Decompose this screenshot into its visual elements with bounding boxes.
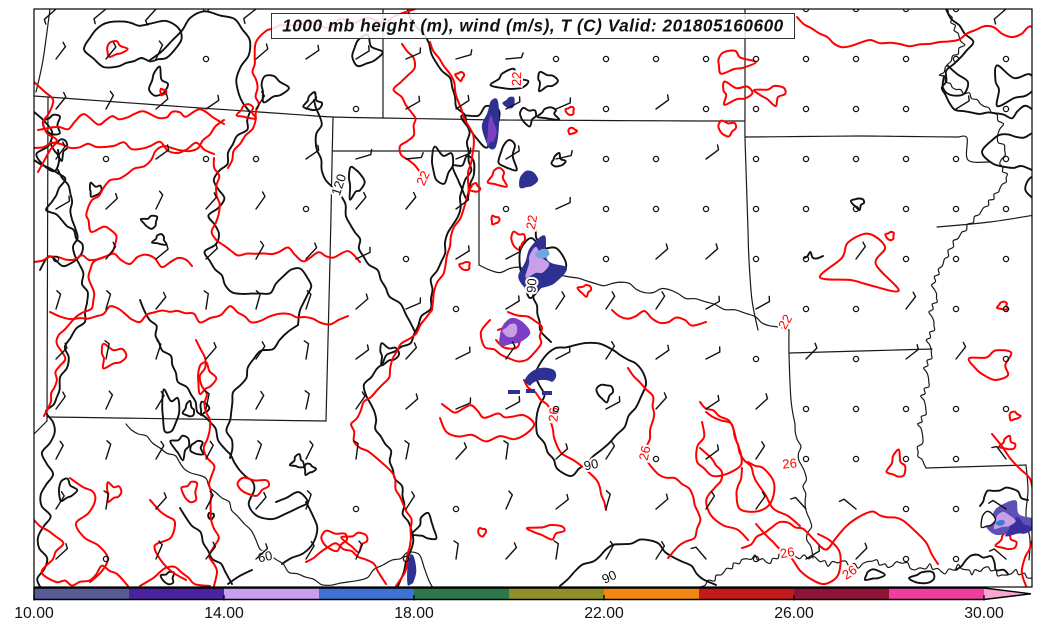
svg-text:1000 mb height (m), wind (m/s): 1000 mb height (m), wind (m/s), T (C) Va…	[282, 16, 784, 36]
svg-text:30.00: 30.00	[964, 605, 1004, 622]
svg-text:14.00: 14.00	[204, 605, 244, 622]
svg-text:22: 22	[523, 214, 540, 231]
svg-text:90: 90	[523, 278, 539, 294]
svg-text:22.00: 22.00	[584, 605, 624, 622]
svg-text:22: 22	[509, 71, 524, 86]
svg-text:26.00: 26.00	[774, 605, 814, 622]
svg-text:90: 90	[582, 456, 599, 474]
svg-text:26: 26	[782, 455, 798, 471]
svg-text:18.00: 18.00	[394, 605, 434, 622]
svg-text:26: 26	[636, 444, 654, 461]
svg-text:60: 60	[256, 548, 273, 566]
svg-text:10.00: 10.00	[14, 605, 54, 622]
svg-text:26: 26	[779, 544, 796, 561]
